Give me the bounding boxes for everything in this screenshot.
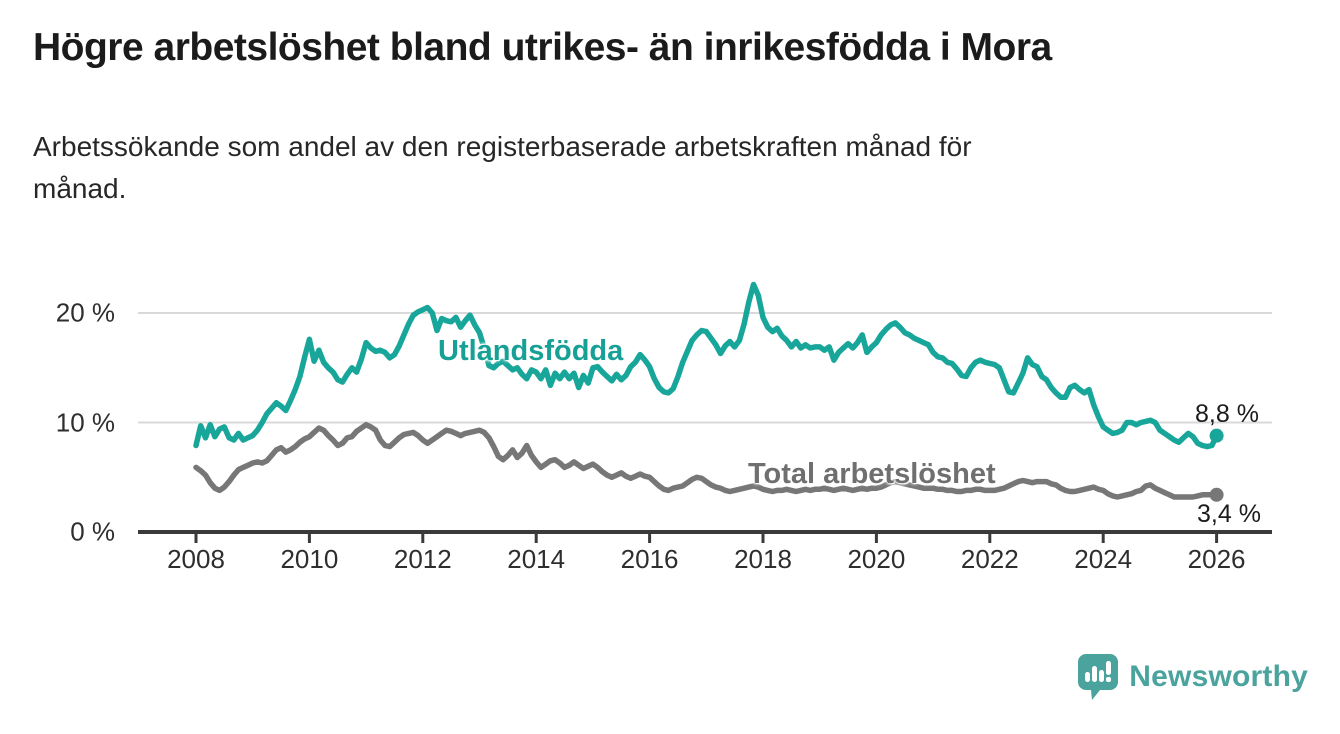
y-tick-label: 10 % (55, 407, 115, 437)
y-tick-label: 20 % (55, 297, 115, 328)
end-dot-utlandsfodda (1209, 428, 1224, 443)
x-tick-label: 2014 (507, 544, 566, 574)
newsworthy-logo: Newsworthy (1078, 654, 1308, 700)
series-line-utlandsfodda (193, 281, 1220, 450)
x-tick-label: 2024 (1074, 544, 1133, 574)
newsworthy-logo-icon (1078, 654, 1119, 700)
x-tick-label: 2010 (280, 544, 339, 574)
newsworthy-logo-text: Newsworthy (1129, 660, 1308, 693)
end-value-label-total: 3,4 % (1197, 500, 1261, 528)
x-tick-label: 2020 (847, 544, 906, 574)
end-value-label-utlandsfodda: 8,8 % (1195, 400, 1259, 428)
x-tick-label: 2018 (734, 544, 792, 574)
end-dot-total (1209, 487, 1224, 502)
chart-title: Högre arbetslöshet bland utrikes- än inr… (33, 26, 1052, 69)
series-label-utlandsfodda: Utlandsfödda (438, 335, 624, 367)
series-label-total-arbetsloshet: Total arbetslöshet (748, 458, 996, 490)
x-tick-label: 2022 (960, 544, 1019, 574)
x-tick-label: 2016 (620, 544, 679, 574)
x-tick-label: 2026 (1187, 544, 1246, 574)
x-tick-label: 2012 (393, 544, 452, 574)
chart-subtitle: Arbetssökande som andel av den registerb… (33, 126, 972, 210)
y-tick-label: 0 % (70, 516, 115, 547)
chart-subtitle-line2: månad. (33, 173, 127, 204)
series-line-total (193, 421, 1220, 500)
x-tick-label: 2008 (167, 544, 225, 574)
chart-subtitle-line1: Arbetssökande som andel av den registerb… (33, 131, 972, 162)
